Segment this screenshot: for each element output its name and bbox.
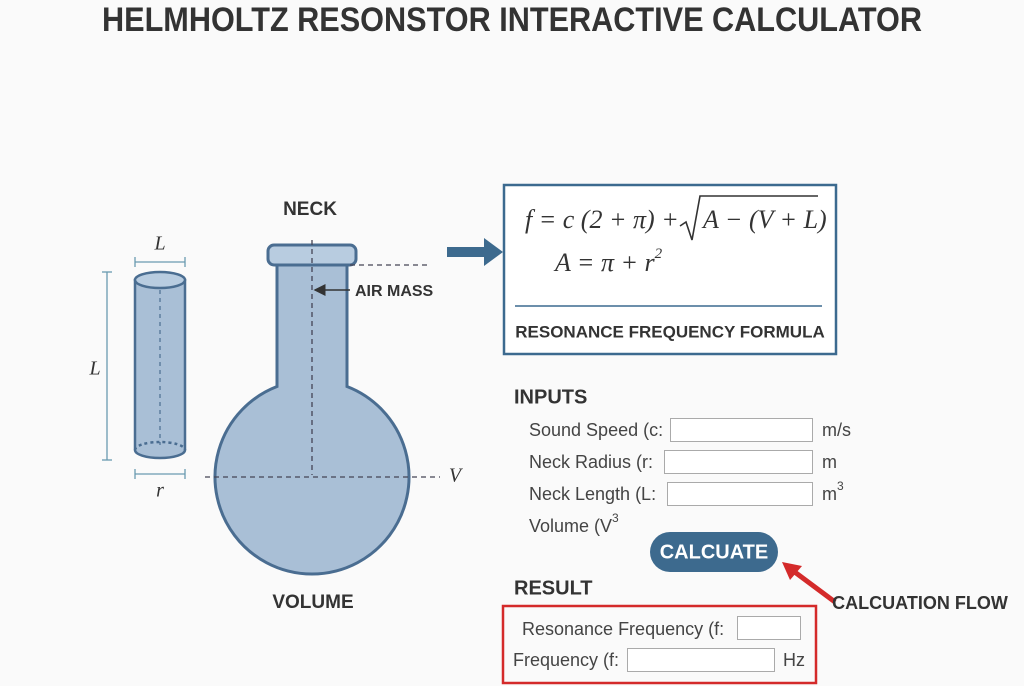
input-label: Volume (V3 [529, 511, 619, 536]
air-mass-label: AIR MASS [355, 283, 434, 300]
formula: f = c (2 + π) + [525, 205, 679, 234]
length-label: L [153, 233, 165, 255]
sound-speed-input[interactable] [670, 418, 813, 442]
superscript: 3 [612, 511, 619, 525]
cylinder [133, 270, 187, 460]
inputs-title: INPUTS [514, 386, 587, 408]
button-label[interactable]: CALCUATE [660, 541, 769, 563]
input-label: Neck Radius (r: [529, 452, 653, 472]
superscript: 3 [837, 479, 844, 493]
red-arrow [790, 567, 837, 605]
radius-label: r [156, 480, 164, 502]
unit: Hz [783, 650, 805, 670]
neck-radius-input[interactable] [664, 450, 813, 474]
input-label: Sound Speed (c: [529, 420, 663, 440]
flow-arrow [447, 238, 503, 266]
result-title: RESULT [514, 577, 593, 599]
resonance-output[interactable] [737, 616, 801, 640]
root-sign [679, 195, 818, 241]
superscript: 2 [655, 246, 663, 262]
calculate-button[interactable]: CALCUATE [650, 532, 778, 572]
neck-length-input[interactable] [667, 482, 813, 506]
dimension-lines [102, 257, 186, 479]
input-label: Neck Length (L: [529, 484, 656, 504]
volume-symbol: V [449, 465, 464, 487]
formula-root: A − (V + L) [701, 205, 827, 234]
formula-caption: RESONANCE FREQUENCY FORMULA [515, 322, 824, 341]
flask [213, 243, 411, 576]
neck-label: NECK [283, 199, 337, 220]
formula-box [502, 183, 838, 356]
result-label: Frequency (f: [513, 650, 619, 670]
unit: m [822, 452, 837, 472]
flow-label: CALCUATION FLOW [832, 593, 1008, 613]
result-box [501, 604, 818, 685]
unit: m3 [822, 479, 844, 504]
result-label: Resonance Frequency (f: [522, 619, 724, 639]
length-label: L [88, 358, 100, 380]
volume-label: VOLUME [272, 592, 353, 613]
title: HELMHOLTZ RESONSTOR INTERACTIVE CALCULAT… [102, 1, 922, 39]
guide-lines [205, 240, 440, 478]
formula: A = π + r2 [553, 246, 663, 277]
unit-text: m [822, 484, 837, 504]
red-arrowhead [782, 562, 802, 580]
formula-text: A = π + r [553, 248, 656, 277]
unit: m/s [822, 420, 851, 440]
frequency-output[interactable] [627, 648, 775, 672]
label-text: Volume (V [529, 516, 612, 536]
